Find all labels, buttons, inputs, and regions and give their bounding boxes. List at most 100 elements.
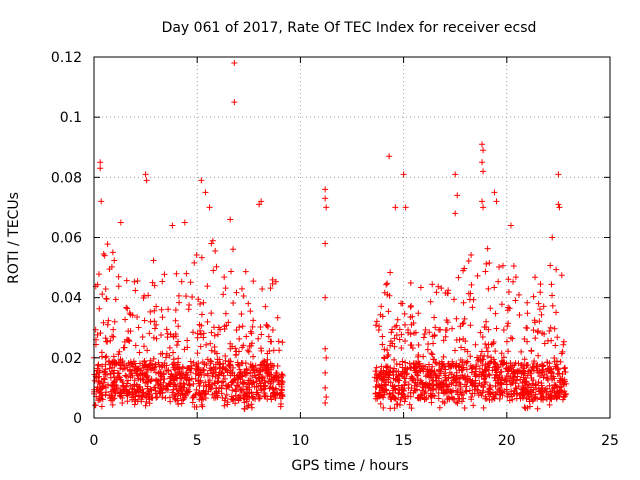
data-point [483, 344, 490, 351]
data-point [480, 384, 487, 391]
data-point [140, 376, 147, 383]
data-point [142, 402, 149, 409]
data-point [556, 370, 563, 377]
data-point [399, 300, 406, 307]
data-point [199, 403, 206, 410]
data-point [278, 380, 285, 387]
data-point [460, 320, 467, 327]
data-point [181, 346, 188, 353]
data-point [377, 400, 384, 407]
data-point [407, 280, 414, 287]
data-point [151, 307, 158, 314]
y-tick-label: 0 [73, 411, 82, 427]
data-point [516, 311, 523, 318]
data-point [558, 272, 565, 279]
data-point [111, 257, 118, 264]
data-point [466, 387, 473, 394]
data-point [218, 379, 225, 386]
data-point [140, 389, 147, 396]
data-point [200, 396, 207, 403]
data-point [99, 291, 106, 298]
data-point [256, 367, 263, 374]
data-point [382, 379, 389, 386]
data-point [407, 331, 414, 338]
data-point [171, 376, 178, 383]
data-point [490, 339, 497, 346]
data-point [443, 317, 450, 324]
data-point [230, 396, 237, 403]
data-point [137, 384, 144, 391]
data-point [484, 245, 491, 252]
data-point [208, 366, 215, 373]
data-point [322, 195, 329, 202]
data-point [229, 343, 236, 350]
data-point [322, 240, 329, 247]
data-point [228, 379, 235, 386]
data-point [168, 371, 175, 378]
data-point [391, 335, 398, 342]
data-point [213, 350, 220, 357]
data-point [483, 363, 490, 370]
data-point [505, 391, 512, 398]
data-point [436, 367, 443, 374]
data-point [172, 306, 179, 313]
data-point [248, 330, 255, 337]
data-point [186, 302, 193, 309]
data-point [405, 329, 412, 336]
data-point [467, 322, 474, 329]
data-point [157, 381, 164, 388]
data-point [159, 362, 166, 369]
data-point [249, 323, 256, 330]
data-point [198, 254, 205, 261]
data-point [107, 374, 114, 381]
data-point [522, 378, 529, 385]
data-point [471, 390, 478, 397]
data-point [270, 347, 277, 354]
x-tick-label: 20 [498, 433, 516, 449]
data-point [551, 381, 558, 388]
data-point [173, 342, 180, 349]
data-point [237, 386, 244, 393]
data-point [125, 388, 132, 395]
data-point [124, 380, 131, 387]
data-point [442, 389, 449, 396]
data-point [548, 394, 555, 401]
data-point [478, 348, 485, 355]
data-point [477, 329, 484, 336]
data-point [242, 360, 249, 367]
data-point [216, 372, 223, 379]
data-point [322, 345, 329, 352]
data-point [535, 328, 542, 335]
data-point [109, 333, 116, 340]
data-point [479, 159, 486, 166]
data-point [236, 366, 243, 373]
data-point [500, 354, 507, 361]
data-point [216, 364, 223, 371]
data-point [247, 361, 254, 368]
data-point [196, 389, 203, 396]
data-point [474, 388, 481, 395]
data-point [110, 353, 117, 360]
data-point [175, 323, 182, 330]
data-point [176, 299, 183, 306]
data-point [150, 334, 157, 341]
data-point [124, 305, 131, 312]
data-point [101, 252, 108, 259]
data-point [435, 395, 442, 402]
data-point [486, 372, 493, 379]
data-point [243, 386, 250, 393]
data-point [465, 258, 472, 265]
data-point [97, 380, 104, 387]
data-point [509, 335, 516, 342]
data-point [142, 372, 149, 379]
data-point [468, 281, 475, 288]
data-point [262, 379, 269, 386]
data-point [203, 383, 210, 390]
data-point [106, 365, 113, 372]
data-point [211, 343, 218, 350]
data-point [540, 362, 547, 369]
data-point [153, 321, 160, 328]
data-point [399, 373, 406, 380]
data-point [380, 367, 387, 374]
data-point [535, 300, 542, 307]
